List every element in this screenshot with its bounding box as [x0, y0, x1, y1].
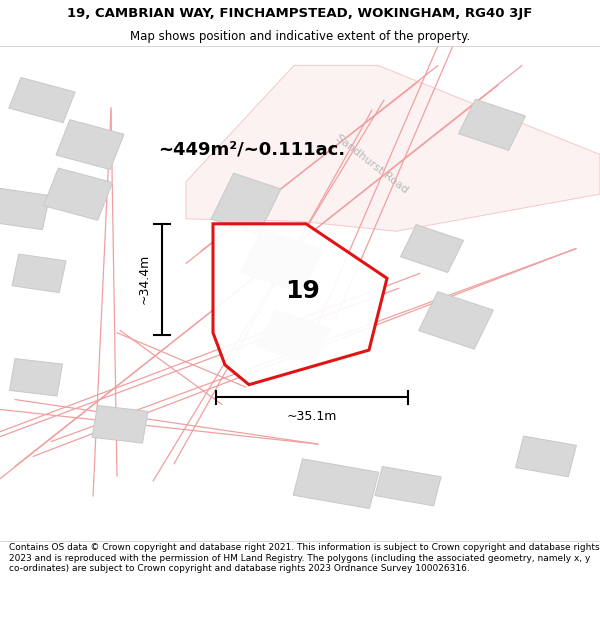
Bar: [400, 224, 464, 272]
Bar: [458, 99, 526, 151]
Bar: [293, 459, 379, 509]
Bar: [10, 359, 62, 396]
Bar: [375, 466, 441, 506]
Bar: [419, 292, 493, 349]
Bar: [56, 120, 124, 169]
Polygon shape: [186, 66, 600, 231]
Bar: [241, 229, 323, 293]
Text: 19, CAMBRIAN WAY, FINCHAMPSTEAD, WOKINGHAM, RG40 3JF: 19, CAMBRIAN WAY, FINCHAMPSTEAD, WOKINGH…: [67, 7, 533, 20]
Bar: [0, 188, 50, 230]
Text: 19: 19: [286, 279, 320, 302]
Text: ~35.1m: ~35.1m: [287, 411, 337, 423]
Text: Sandhurst Road: Sandhurst Road: [334, 133, 410, 196]
Text: ~449m²/~0.111ac.: ~449m²/~0.111ac.: [158, 141, 346, 159]
Bar: [92, 406, 148, 443]
Text: Contains OS data © Crown copyright and database right 2021. This information is : Contains OS data © Crown copyright and d…: [9, 543, 599, 573]
Bar: [9, 78, 75, 122]
Bar: [12, 254, 66, 292]
Bar: [43, 168, 113, 220]
Bar: [257, 310, 331, 365]
Bar: [211, 173, 281, 235]
Polygon shape: [213, 224, 387, 385]
Text: ~34.4m: ~34.4m: [137, 254, 151, 304]
Text: Map shows position and indicative extent of the property.: Map shows position and indicative extent…: [130, 30, 470, 43]
Bar: [515, 436, 577, 477]
